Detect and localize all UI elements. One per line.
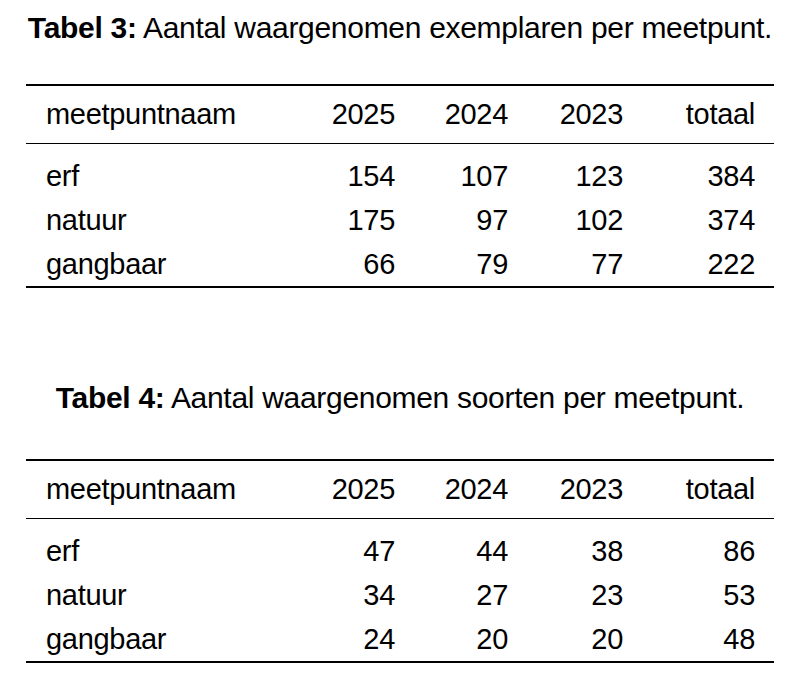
- table-row: erf 47 44 38 86: [26, 519, 774, 574]
- row-label: erf: [26, 144, 249, 199]
- table-row: natuur 175 97 102 374: [26, 198, 774, 242]
- column-header-2023: 2023: [508, 85, 623, 144]
- column-header-2024: 2024: [395, 85, 508, 144]
- column-header-meetpuntnaam: meetpuntnaam: [26, 460, 249, 519]
- table-cell: 23: [508, 573, 623, 617]
- table-cell: 66: [249, 242, 395, 287]
- table-cell: 20: [395, 617, 508, 662]
- table-cell: 384: [623, 144, 774, 199]
- table-cell: 97: [395, 198, 508, 242]
- row-label: natuur: [26, 198, 249, 242]
- row-label: natuur: [26, 573, 249, 617]
- table-cell: 175: [249, 198, 395, 242]
- table-cell: 27: [395, 573, 508, 617]
- table-cell: 48: [623, 617, 774, 662]
- table-cell: 107: [395, 144, 508, 199]
- table-cell: 34: [249, 573, 395, 617]
- column-header-2023: 2023: [508, 460, 623, 519]
- column-header-2024: 2024: [395, 460, 508, 519]
- table-cell: 47: [249, 519, 395, 574]
- column-header-2025: 2025: [249, 460, 395, 519]
- table-3-caption-label: Tabel 3:: [28, 11, 137, 44]
- table-4-caption-text: Aantal waargenomen soorten per meetpunt.: [165, 381, 745, 414]
- row-label: gangbaar: [26, 242, 249, 287]
- table-row: erf 154 107 123 384: [26, 144, 774, 199]
- table-3-header-row: meetpuntnaam 2025 2024 2023 totaal: [26, 85, 774, 144]
- table-3: meetpuntnaam 2025 2024 2023 totaal erf 1…: [26, 84, 774, 288]
- table-3-caption: Tabel 3: Aantal waargenomen exemplaren p…: [0, 9, 800, 47]
- table-row: gangbaar 66 79 77 222: [26, 242, 774, 287]
- table-cell: 77: [508, 242, 623, 287]
- table-cell: 53: [623, 573, 774, 617]
- table-cell: 123: [508, 144, 623, 199]
- table-4: meetpuntnaam 2025 2024 2023 totaal erf 4…: [26, 459, 774, 663]
- row-label: erf: [26, 519, 249, 574]
- table-row: natuur 34 27 23 53: [26, 573, 774, 617]
- table-4-header-row: meetpuntnaam 2025 2024 2023 totaal: [26, 460, 774, 519]
- table-cell: 24: [249, 617, 395, 662]
- table-4-caption: Tabel 4: Aantal waargenomen soorten per …: [0, 379, 800, 417]
- table-cell: 222: [623, 242, 774, 287]
- table-cell: 20: [508, 617, 623, 662]
- column-header-totaal: totaal: [623, 460, 774, 519]
- column-header-totaal: totaal: [623, 85, 774, 144]
- column-header-2025: 2025: [249, 85, 395, 144]
- table-3-caption-text: Aantal waargenomen exemplaren per meetpu…: [137, 11, 773, 44]
- table-cell: 38: [508, 519, 623, 574]
- table-cell: 86: [623, 519, 774, 574]
- table-cell: 374: [623, 198, 774, 242]
- row-label: gangbaar: [26, 617, 249, 662]
- table-4-caption-label: Tabel 4:: [56, 381, 165, 414]
- column-header-meetpuntnaam: meetpuntnaam: [26, 85, 249, 144]
- table-cell: 44: [395, 519, 508, 574]
- table-cell: 154: [249, 144, 395, 199]
- table-row: gangbaar 24 20 20 48: [26, 617, 774, 662]
- table-cell: 102: [508, 198, 623, 242]
- table-cell: 79: [395, 242, 508, 287]
